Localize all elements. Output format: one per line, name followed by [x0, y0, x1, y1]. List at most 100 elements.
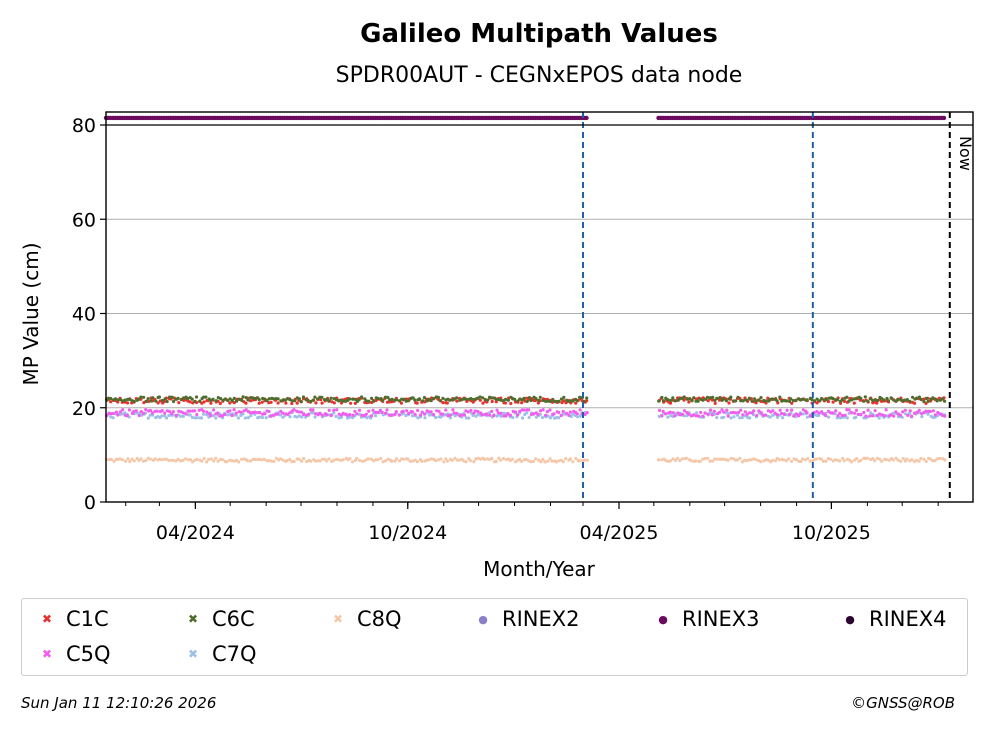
point-c8q: [240, 457, 244, 461]
point-c5q: [924, 409, 928, 413]
point-c5q: [585, 411, 589, 415]
point-c8q: [910, 458, 914, 462]
point-c8q: [341, 458, 345, 462]
point-c6c: [840, 398, 844, 402]
point-c7q: [205, 413, 209, 417]
point-c8q: [749, 458, 753, 462]
point-c7q: [211, 413, 216, 418]
point-c5q: [223, 412, 227, 417]
gridlines: [106, 218, 973, 409]
point-c8q: [314, 459, 318, 463]
point-c5q: [480, 413, 484, 417]
point-c6c: [313, 395, 317, 399]
point-c6c: [357, 398, 361, 402]
point-c7q: [557, 416, 561, 420]
point-c7q: [900, 415, 904, 419]
point-c8q: [915, 458, 919, 462]
point-c6c: [915, 396, 919, 400]
point-c6c: [160, 398, 165, 403]
legend: ✖ C1C ✖ C5Q ✖ C6C ✖ C7Q ✖ C8Q ● RINEX2 ● RINEX3 ● RINEX…: [21, 598, 968, 676]
point-c7q: [260, 415, 265, 420]
point-c7q: [548, 416, 553, 420]
point-c6c: [896, 397, 900, 401]
point-c6c: [223, 397, 227, 401]
legend-label: RINEX3: [682, 607, 760, 631]
point-c7q: [722, 415, 726, 419]
point-c8q: [543, 460, 547, 464]
legend-item-rinex3: ● RINEX3: [652, 607, 760, 631]
point-c8q: [754, 458, 758, 462]
point-c8q: [501, 456, 505, 461]
point-c8q: [520, 459, 524, 463]
point-c5q: [755, 413, 759, 418]
point-c5q: [320, 413, 324, 417]
point-c6c: [522, 396, 526, 400]
point-c6c: [698, 397, 703, 401]
point-c7q: [926, 412, 930, 416]
point-c5q: [132, 409, 136, 413]
point-c1c: [249, 399, 253, 403]
point-c8q: [174, 459, 178, 463]
point-c8q: [360, 459, 364, 463]
point-c5q: [712, 409, 717, 413]
point-c6c: [553, 400, 557, 404]
point-c8q: [828, 457, 833, 461]
point-c5q: [906, 413, 910, 417]
point-c8q: [350, 460, 355, 464]
point-c5q: [431, 412, 435, 417]
point-c6c: [908, 399, 912, 403]
legend-label: RINEX4: [869, 607, 947, 631]
point-c7q: [801, 412, 805, 416]
point-c8q: [875, 456, 880, 460]
point-c5q: [125, 414, 129, 418]
point-c7q: [726, 411, 731, 416]
x-tick-label: 10/2024: [368, 522, 447, 544]
point-c8q: [943, 458, 947, 462]
point-c6c: [186, 396, 190, 401]
point-c6c: [585, 396, 589, 400]
point-c8q: [919, 456, 923, 461]
point-c6c: [701, 398, 705, 402]
point-c6c: [329, 396, 333, 400]
point-c6c: [879, 396, 884, 400]
point-c6c: [299, 400, 303, 404]
point-c6c: [782, 399, 786, 403]
point-c7q: [877, 416, 881, 420]
point-c8q: [738, 456, 742, 460]
point-c8q: [676, 456, 680, 460]
point-c8q: [285, 459, 289, 463]
point-c5q: [374, 410, 378, 414]
point-c5q: [174, 413, 178, 417]
point-c5q: [710, 413, 714, 417]
point-c8q: [859, 458, 863, 462]
point-c6c: [400, 397, 404, 401]
point-c6c: [427, 397, 431, 401]
point-c6c: [390, 397, 394, 401]
point-c6c: [306, 398, 310, 402]
point-c5q: [258, 410, 262, 415]
point-c6c: [778, 395, 782, 399]
point-c8q: [474, 457, 478, 461]
point-c6c: [815, 397, 819, 401]
point-c6c: [351, 397, 355, 401]
point-c1c: [353, 401, 357, 405]
point-c6c: [926, 399, 930, 403]
point-c5q: [866, 408, 870, 412]
point-c8q: [497, 456, 501, 460]
point-c8q: [216, 459, 220, 463]
point-c8q: [789, 459, 794, 463]
point-c6c: [847, 399, 851, 403]
point-c8q: [821, 459, 826, 463]
point-c8q: [202, 456, 206, 461]
point-c7q: [920, 415, 924, 419]
point-c7q: [165, 416, 169, 420]
point-c6c: [873, 398, 877, 402]
point-c1c: [564, 401, 568, 405]
point-c6c: [478, 395, 482, 399]
point-c7q: [214, 416, 218, 420]
point-rinex3: [584, 115, 589, 121]
point-c6c: [193, 400, 197, 404]
point-c6c: [409, 396, 413, 400]
legend-marker: ✖: [187, 612, 199, 626]
point-c6c: [854, 397, 858, 401]
